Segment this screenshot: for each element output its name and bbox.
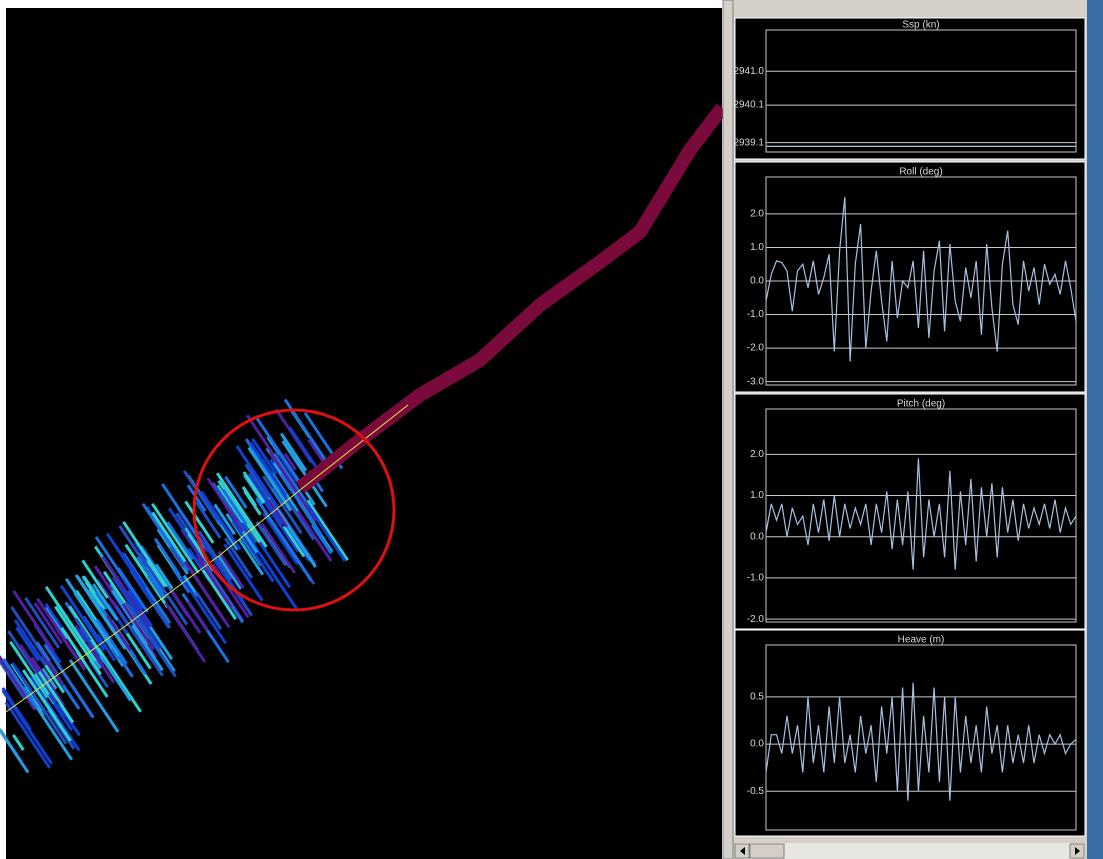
y-tick-label: -1.0 <box>747 309 765 320</box>
chart-title: Ssp (kn) <box>902 20 939 31</box>
y-tick-label: 0.0 <box>750 276 764 287</box>
chart-panel <box>735 18 1085 159</box>
y-tick-label: -2.0 <box>747 343 765 354</box>
y-tick-label: -2.0 <box>747 614 765 625</box>
y-tick-label: 1.0 <box>750 242 764 253</box>
y-tick-label: 0.0 <box>750 739 764 750</box>
y-tick-label: 2941.0 <box>733 66 764 77</box>
chart-title: Roll (deg) <box>899 167 942 178</box>
side-strip <box>1087 0 1103 859</box>
y-tick-label: -3.0 <box>747 376 765 387</box>
chart-panel <box>735 630 1085 836</box>
y-tick-label: 2.0 <box>750 449 764 460</box>
charts: Ssp (kn) 2941.0 2940.1 2939.1 Roll (deg) 2.0 1… <box>733 18 1085 836</box>
y-tick-label: 0.0 <box>750 531 764 542</box>
splitter[interactable] <box>723 0 733 859</box>
app-window: Ssp (kn) 2941.0 2940.1 2939.1 Roll (deg) 2.0 1… <box>0 0 1103 859</box>
h-scrollbar[interactable] <box>735 843 1085 859</box>
chart-title: Pitch (deg) <box>897 399 945 410</box>
y-tick-label: 2.0 <box>750 209 764 220</box>
y-tick-label: 2940.1 <box>733 100 764 111</box>
y-tick-label: 0.5 <box>750 692 764 703</box>
scroll-thumb[interactable] <box>750 844 784 858</box>
chart-title: Heave (m) <box>898 635 945 646</box>
y-tick-label: 2939.1 <box>733 137 764 148</box>
y-tick-label: -1.0 <box>747 573 765 584</box>
y-tick-label: -0.5 <box>747 786 765 797</box>
y-tick-label: 1.0 <box>750 490 764 501</box>
